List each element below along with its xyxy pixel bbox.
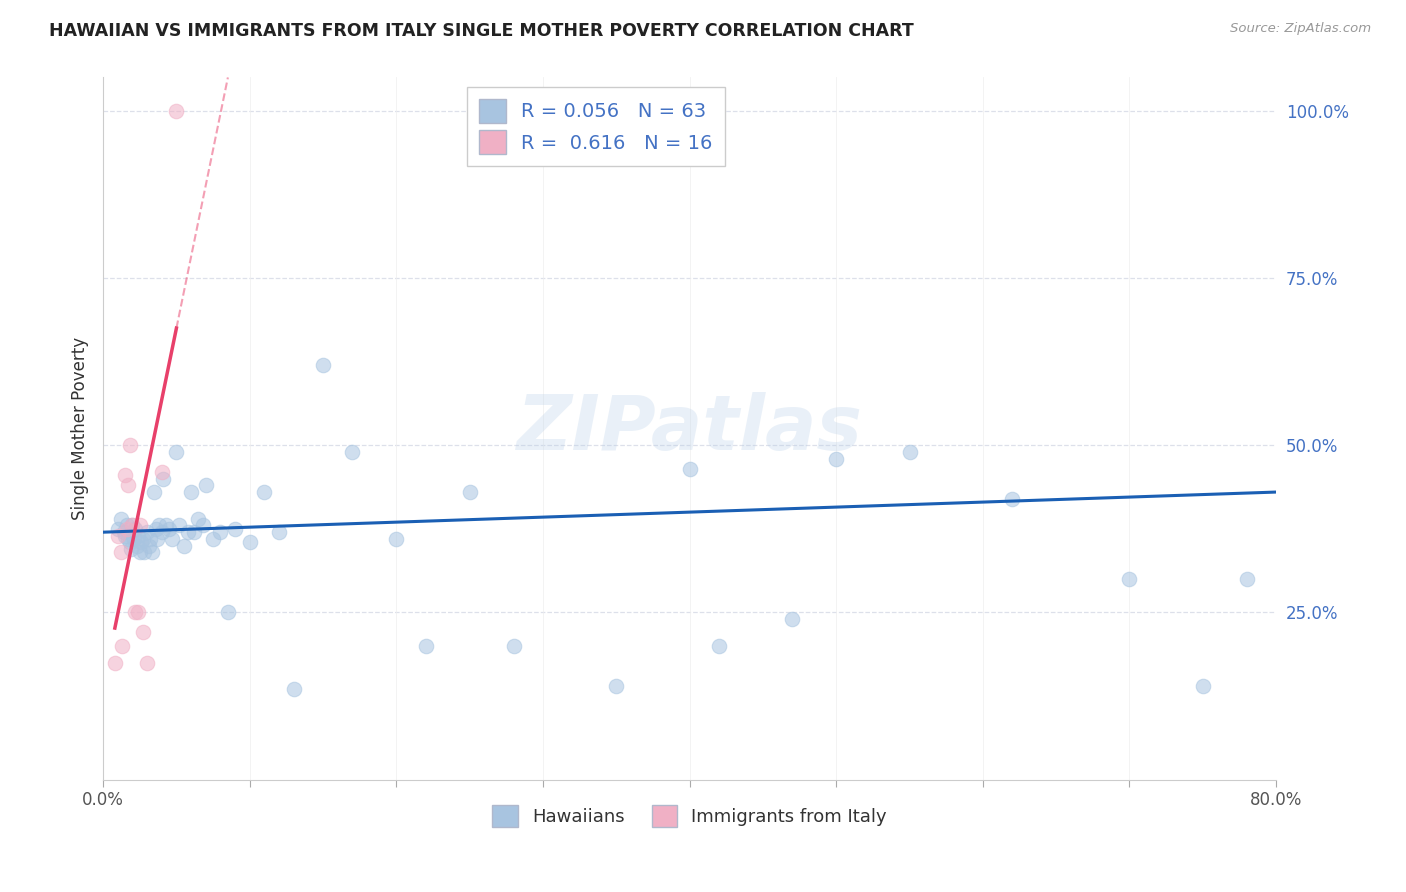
Point (146, 532, 169, 546)
Point (707, 639, 730, 653)
Point (415, 639, 437, 653)
Y-axis label: Single Mother Poverty: Single Mother Poverty (72, 337, 89, 520)
Point (143, 485, 166, 500)
Point (132, 625, 155, 640)
Point (115, 522, 138, 536)
Text: Source: ZipAtlas.com: Source: ZipAtlas.com (1230, 22, 1371, 36)
Point (136, 525, 159, 540)
Point (139, 532, 162, 546)
Point (129, 535, 152, 549)
Point (136, 656, 159, 670)
Point (385, 532, 408, 546)
Point (122, 532, 145, 546)
Point (138, 539, 160, 553)
Point (127, 528, 149, 542)
Point (148, 518, 170, 533)
Point (605, 679, 627, 693)
Point (187, 512, 209, 526)
Point (111, 639, 134, 653)
Point (194, 478, 217, 492)
Point (117, 478, 139, 492)
Point (150, 465, 173, 479)
Point (128, 518, 150, 533)
Point (239, 535, 262, 549)
Point (117, 532, 139, 546)
Legend: Hawaiians, Immigrants from Italy: Hawaiians, Immigrants from Italy (485, 797, 894, 834)
Point (121, 518, 143, 533)
Point (132, 532, 155, 546)
Point (145, 522, 167, 536)
Point (898, 445, 921, 459)
Text: HAWAIIAN VS IMMIGRANTS FROM ITALY SINGLE MOTHER POVERTY CORRELATION CHART: HAWAIIAN VS IMMIGRANTS FROM ITALY SINGLE… (49, 22, 914, 40)
Point (191, 518, 214, 533)
Point (1118, 572, 1140, 586)
Point (107, 522, 129, 536)
Point (118, 535, 141, 549)
Point (458, 485, 481, 500)
Point (157, 522, 180, 536)
Point (165, 103, 187, 118)
Point (165, 445, 187, 459)
Point (110, 545, 132, 559)
Point (141, 545, 163, 559)
Point (128, 545, 150, 559)
Point (110, 512, 132, 526)
Point (124, 606, 146, 620)
Text: ZIPatlas: ZIPatlas (516, 392, 863, 466)
Point (127, 606, 149, 620)
Point (152, 472, 174, 486)
Point (183, 525, 205, 540)
Point (312, 358, 335, 372)
Point (118, 438, 141, 452)
Point (1001, 491, 1024, 506)
Point (177, 525, 200, 540)
Point (502, 639, 524, 653)
Point (121, 518, 143, 533)
Point (150, 525, 173, 540)
Point (160, 532, 183, 546)
Point (155, 518, 177, 533)
Point (267, 525, 290, 540)
Point (114, 468, 136, 483)
Point (209, 525, 232, 540)
Point (120, 541, 142, 556)
Point (342, 445, 364, 459)
Point (217, 606, 239, 620)
Point (173, 539, 195, 553)
Point (678, 461, 700, 475)
Point (1191, 679, 1213, 693)
Point (134, 545, 156, 559)
Point (180, 485, 202, 500)
Point (224, 522, 246, 536)
Point (112, 525, 135, 540)
Point (202, 532, 225, 546)
Point (107, 528, 129, 542)
Point (283, 682, 305, 697)
Point (169, 518, 191, 533)
Point (253, 485, 276, 500)
Point (114, 528, 136, 542)
Point (104, 656, 127, 670)
Point (825, 451, 848, 466)
Point (115, 518, 138, 533)
Point (780, 612, 803, 626)
Point (124, 522, 146, 536)
Point (125, 539, 148, 553)
Point (1236, 572, 1258, 586)
